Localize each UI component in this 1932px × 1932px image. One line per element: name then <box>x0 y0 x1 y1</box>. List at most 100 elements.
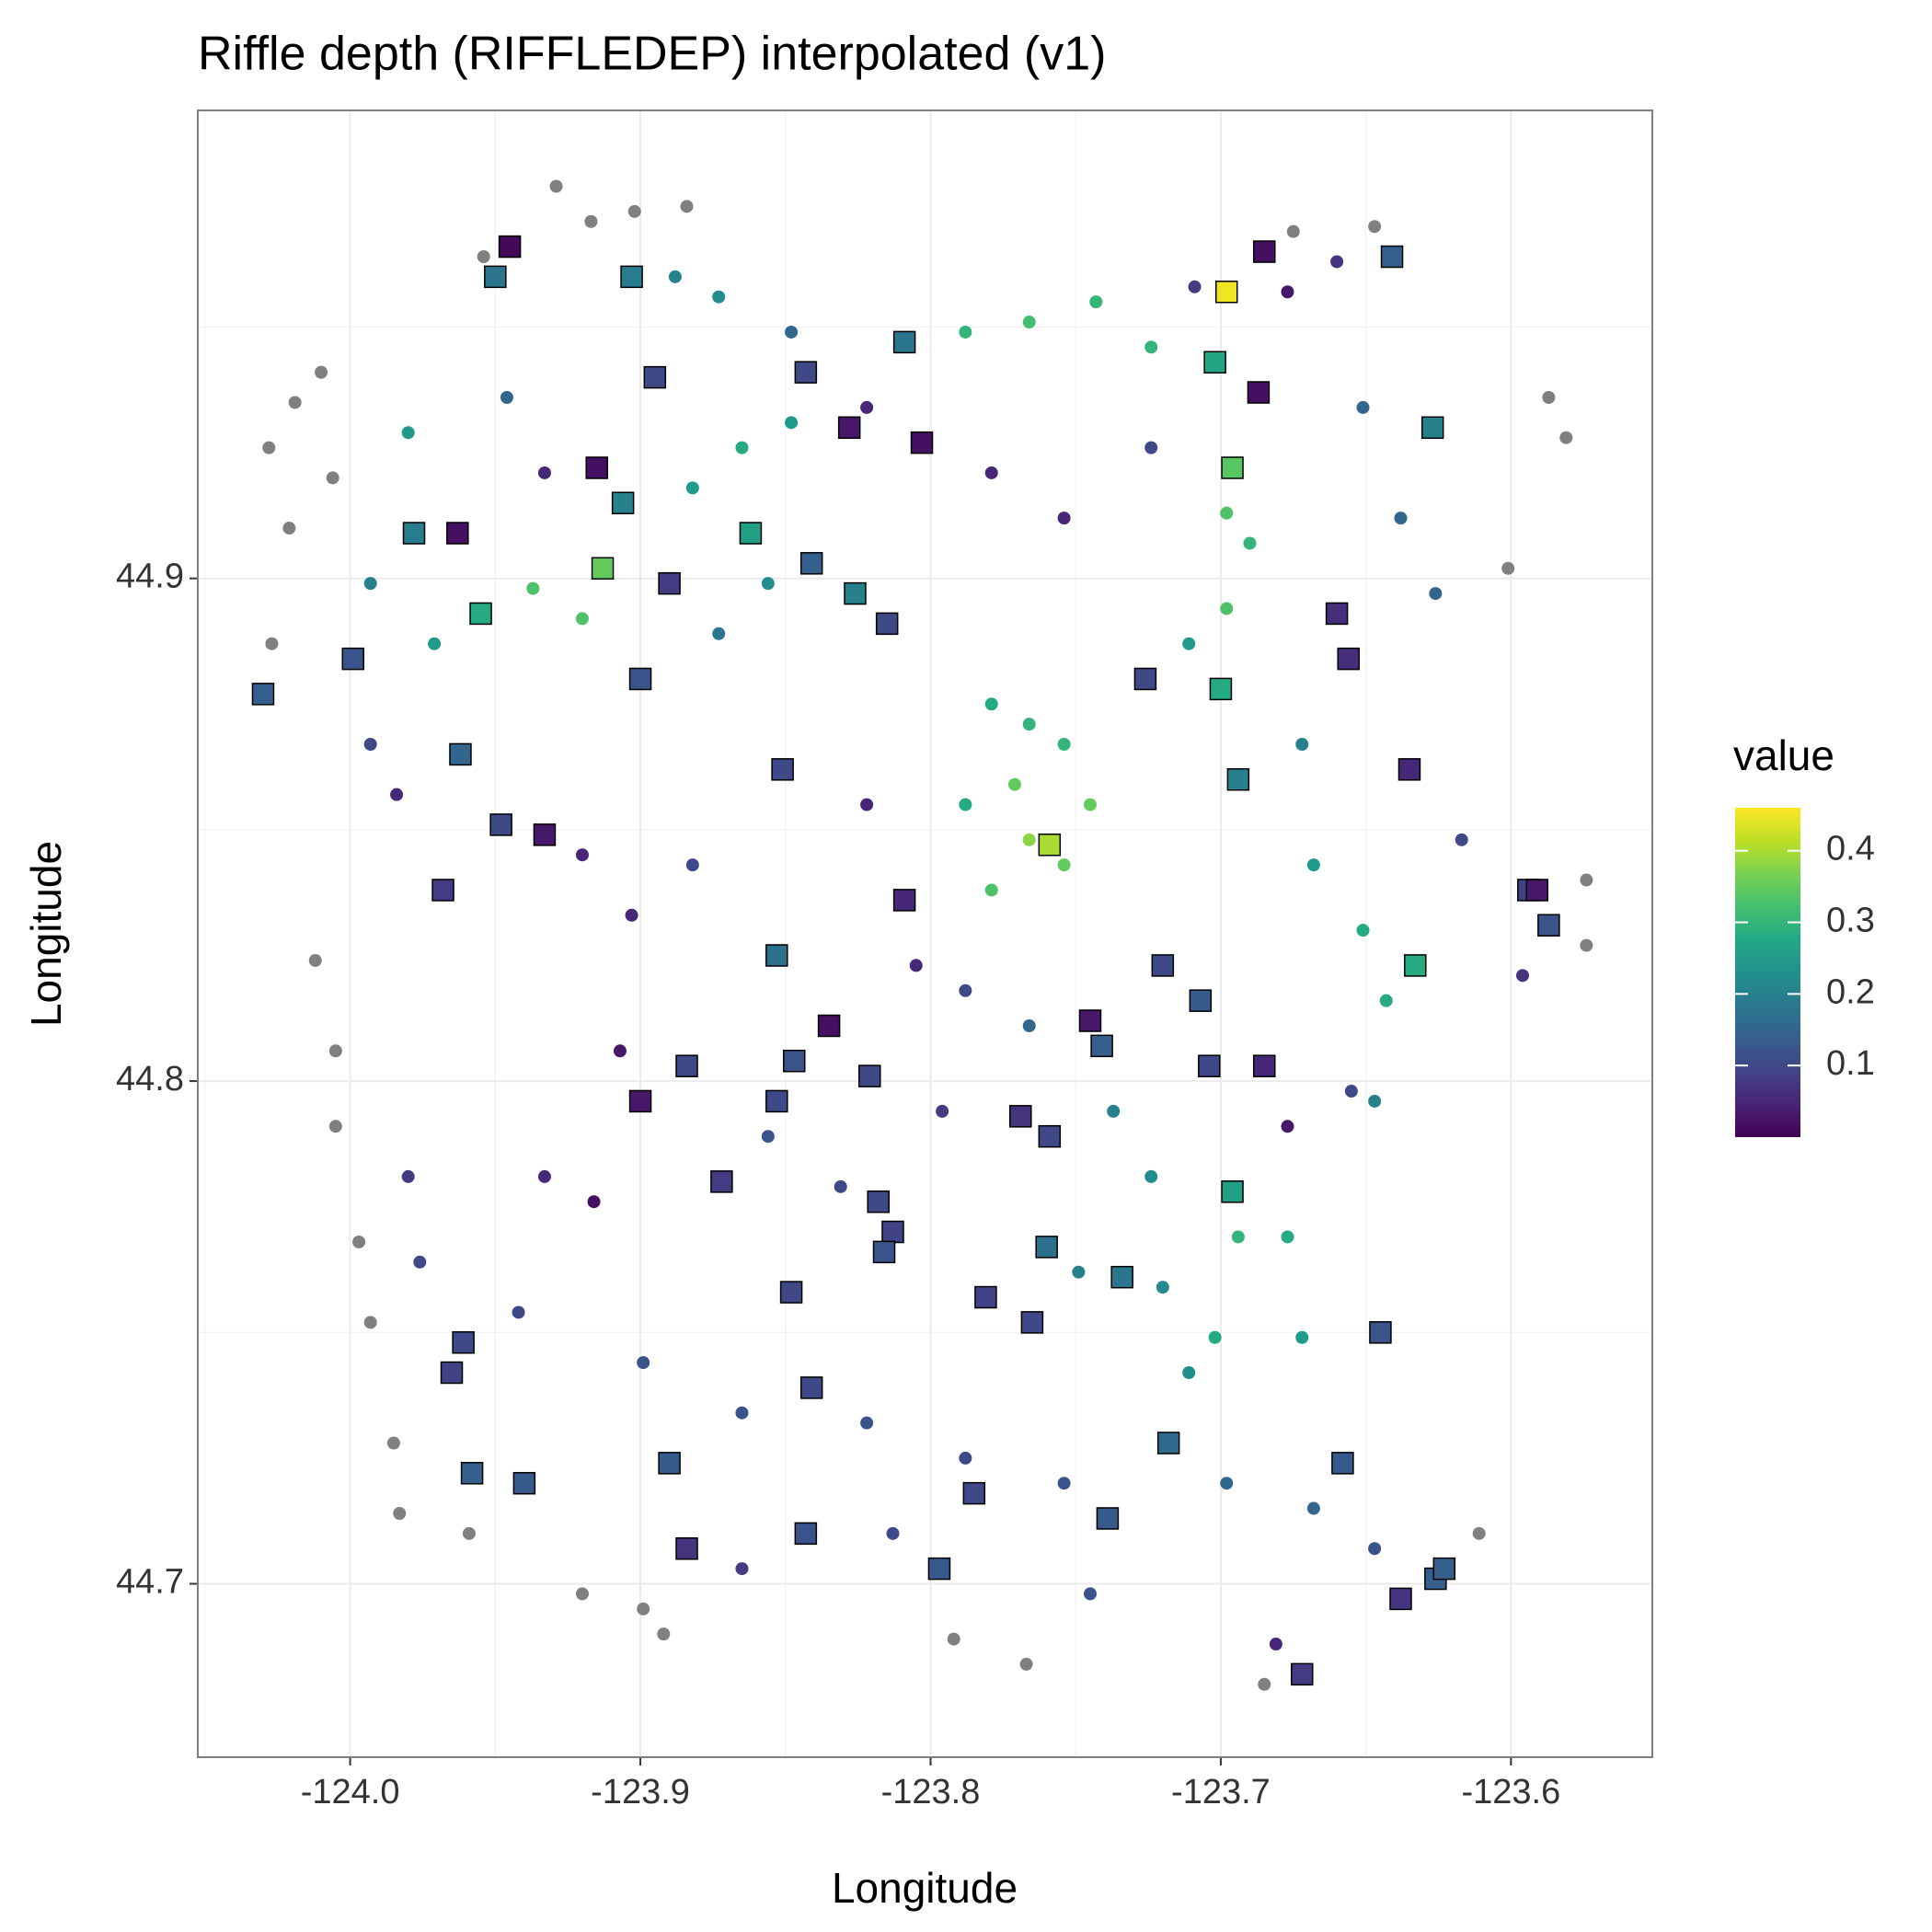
interpolated-point <box>1022 833 1036 846</box>
interpolated-point <box>1220 506 1234 520</box>
observed-site <box>962 1481 986 1505</box>
interpolated-point <box>500 390 513 404</box>
interpolated-point <box>1258 1677 1271 1691</box>
interpolated-point <box>512 1305 525 1319</box>
observed-site <box>452 1330 475 1354</box>
observed-site <box>765 1089 788 1113</box>
observed-site <box>251 683 275 706</box>
observed-site <box>489 813 512 836</box>
colorbar-tick-label: 0.1 <box>1826 1044 1875 1083</box>
interpolated-point <box>1515 969 1529 983</box>
interpolated-point <box>1072 1265 1086 1279</box>
interpolated-point <box>386 1436 400 1450</box>
interpolated-point <box>735 1562 749 1576</box>
interpolated-point <box>1330 255 1344 269</box>
observed-site <box>585 456 608 479</box>
interpolated-point <box>761 1130 775 1144</box>
colorbar <box>1735 808 1800 1137</box>
interpolated-point <box>282 522 296 535</box>
observed-site <box>1389 1587 1412 1611</box>
x-tick-label: -123.9 <box>591 1773 690 1811</box>
x-tick-label: -123.6 <box>1462 1773 1561 1811</box>
colorbar-tick-label: 0.4 <box>1826 830 1875 868</box>
observed-site <box>1203 351 1226 374</box>
interpolated-point <box>1501 561 1515 575</box>
y-axis-title: Longitude <box>22 841 70 1027</box>
observed-site <box>1198 1054 1221 1077</box>
interpolated-point <box>1144 340 1158 354</box>
plot-panel <box>198 110 1652 1757</box>
observed-site <box>1337 647 1360 671</box>
observed-site <box>1525 879 1549 902</box>
observed-site <box>867 1190 890 1213</box>
observed-site <box>449 742 472 766</box>
interpolated-point <box>1107 1104 1121 1118</box>
interpolated-point <box>1188 280 1202 293</box>
interpolated-point <box>1455 833 1468 846</box>
interpolated-point <box>1144 1169 1158 1183</box>
x-tick-label: -124.0 <box>301 1773 400 1811</box>
interpolated-point <box>1022 718 1036 731</box>
interpolated-point <box>668 270 682 283</box>
observed-site <box>1209 677 1233 701</box>
interpolated-point <box>909 959 923 972</box>
interpolated-point <box>401 1169 415 1183</box>
observed-site <box>1253 1054 1276 1077</box>
interpolated-point <box>785 325 799 339</box>
interpolated-point <box>363 577 377 591</box>
interpolated-point <box>1580 938 1593 952</box>
y-tick-label: 44.9 <box>116 558 184 596</box>
interpolated-point <box>1559 431 1573 444</box>
interpolated-point <box>1269 1638 1282 1651</box>
observed-site <box>512 1471 536 1495</box>
interpolated-point <box>735 1406 749 1420</box>
interpolated-point <box>984 466 998 479</box>
observed-site <box>794 1522 818 1546</box>
interpolated-point <box>1306 1501 1320 1515</box>
interpolated-point <box>712 290 726 304</box>
interpolated-point <box>1281 1230 1294 1244</box>
interpolated-point <box>886 1526 900 1540</box>
interpolated-point <box>1220 1477 1234 1490</box>
interpolated-point <box>390 788 404 801</box>
interpolated-point <box>959 325 972 339</box>
interpolated-point <box>936 1104 949 1118</box>
observed-site <box>620 265 643 289</box>
observed-site <box>1537 914 1560 937</box>
interpolated-point <box>575 848 589 862</box>
observed-site <box>875 612 899 636</box>
interpolated-point <box>352 1235 366 1248</box>
observed-site <box>675 1054 698 1077</box>
interpolated-point <box>860 798 874 811</box>
interpolated-point <box>1144 441 1158 454</box>
observed-site <box>1420 416 1444 440</box>
observed-site <box>1133 667 1157 691</box>
interpolated-point <box>1208 1330 1222 1344</box>
observed-site <box>910 431 934 454</box>
interpolated-point <box>947 1632 960 1646</box>
interpolated-point <box>959 983 972 997</box>
interpolated-point <box>712 627 726 640</box>
observed-site <box>799 1376 823 1399</box>
observed-site <box>1020 1311 1044 1334</box>
interpolated-point <box>1356 924 1370 937</box>
interpolated-point <box>1286 224 1300 238</box>
interpolated-point <box>834 1179 847 1193</box>
interpolated-point <box>575 612 589 626</box>
observed-site <box>1325 602 1349 626</box>
interpolated-point <box>657 1627 671 1641</box>
observed-site <box>1151 954 1175 977</box>
interpolated-point <box>1542 390 1556 404</box>
interpolated-point <box>1057 858 1071 872</box>
observed-site <box>341 647 365 671</box>
interpolated-point <box>1295 1330 1309 1344</box>
interpolated-point <box>785 416 799 430</box>
observed-site <box>710 1170 733 1193</box>
interpolated-point <box>1057 1477 1071 1490</box>
interpolated-point <box>680 200 694 213</box>
interpolated-point <box>413 1255 427 1269</box>
interpolated-point <box>1019 1657 1033 1671</box>
observed-site <box>1038 834 1062 857</box>
observed-site <box>591 557 615 581</box>
observed-site <box>782 1049 806 1073</box>
